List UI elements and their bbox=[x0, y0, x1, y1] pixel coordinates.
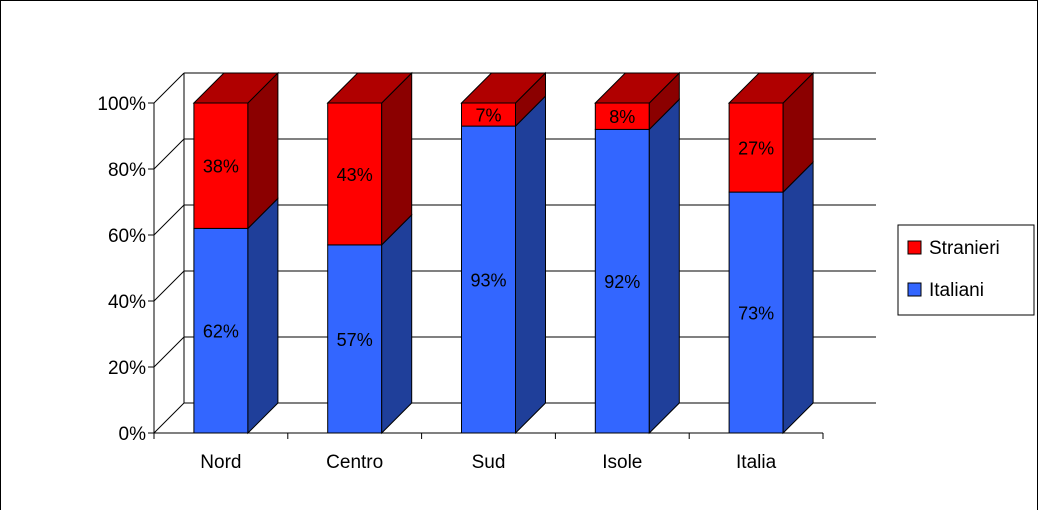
bar-top-stranieri bbox=[594, 72, 681, 104]
category-label: Sud bbox=[472, 452, 506, 473]
bar-segment-italiani bbox=[728, 191, 784, 434]
legend-box bbox=[897, 224, 1035, 316]
bar-side-italiani bbox=[381, 213, 413, 435]
bar-top-stranieri bbox=[727, 72, 815, 104]
bar-side-italiani bbox=[782, 160, 814, 435]
data-label: 92% bbox=[604, 272, 640, 292]
legend-label: Italiani bbox=[929, 280, 984, 301]
gridline-side bbox=[153, 402, 185, 434]
category-label: Italia bbox=[736, 452, 777, 473]
category-label: Isole bbox=[602, 452, 642, 473]
data-label: 43% bbox=[337, 165, 373, 185]
bar-top-stranieri bbox=[460, 72, 547, 104]
data-label: 57% bbox=[337, 330, 373, 350]
bar-segment-stranieri bbox=[728, 102, 784, 193]
gridline-side bbox=[153, 72, 185, 104]
data-label: 7% bbox=[475, 106, 501, 126]
data-label: 73% bbox=[738, 304, 774, 324]
gridline-side bbox=[153, 138, 185, 170]
bar-top-stranieri bbox=[192, 72, 280, 104]
bar-side-italiani bbox=[515, 94, 546, 435]
bar-segment-italiani bbox=[461, 125, 516, 434]
data-label: 27% bbox=[738, 139, 774, 159]
y-tick-label: 100% bbox=[97, 94, 146, 115]
data-label: 93% bbox=[470, 271, 506, 291]
y-tick-label: 60% bbox=[108, 226, 146, 247]
gridline-side bbox=[153, 270, 185, 302]
gridline-side bbox=[153, 204, 185, 236]
bar-top-stranieri bbox=[326, 72, 413, 104]
bar-segment-stranieri bbox=[327, 102, 383, 246]
category-label: Nord bbox=[200, 452, 241, 473]
bar-side-italiani bbox=[247, 197, 279, 435]
y-tick-label: 20% bbox=[108, 358, 146, 379]
bar-side-italiani bbox=[648, 98, 680, 435]
legend-label: Stranieri bbox=[929, 238, 1000, 259]
bar-segment-stranieri bbox=[594, 102, 650, 130]
data-label: 62% bbox=[203, 322, 239, 342]
gridline-side bbox=[153, 336, 185, 368]
data-label: 38% bbox=[203, 157, 239, 177]
category-label: Centro bbox=[326, 452, 383, 473]
data-label: 8% bbox=[609, 107, 635, 127]
legend-swatch-italiani bbox=[907, 282, 922, 297]
bar-segment-italiani bbox=[594, 128, 650, 434]
y-tick-label: 40% bbox=[108, 292, 146, 313]
y-tick-label: 0% bbox=[119, 424, 147, 445]
legend-swatch-stranieri bbox=[907, 240, 922, 255]
y-tick-label: 80% bbox=[108, 160, 146, 181]
